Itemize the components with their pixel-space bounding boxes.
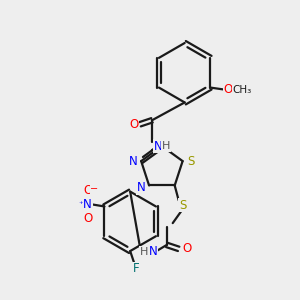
Text: S: S — [187, 154, 194, 168]
Text: N: N — [154, 140, 162, 152]
Text: N: N — [137, 181, 146, 194]
Text: O: O — [83, 212, 92, 225]
Text: N: N — [148, 245, 157, 258]
Text: −: − — [91, 184, 99, 194]
Text: CH₃: CH₃ — [232, 85, 252, 94]
Text: F: F — [133, 262, 140, 275]
Text: ⁺: ⁺ — [78, 200, 83, 209]
Text: H: H — [140, 247, 148, 257]
Text: O: O — [182, 242, 191, 255]
Text: O: O — [224, 83, 233, 96]
Text: N: N — [83, 198, 92, 211]
Text: S: S — [179, 199, 186, 212]
Text: O: O — [130, 118, 139, 131]
Text: O: O — [83, 184, 92, 197]
Text: N: N — [129, 154, 138, 168]
Text: H: H — [162, 141, 170, 151]
